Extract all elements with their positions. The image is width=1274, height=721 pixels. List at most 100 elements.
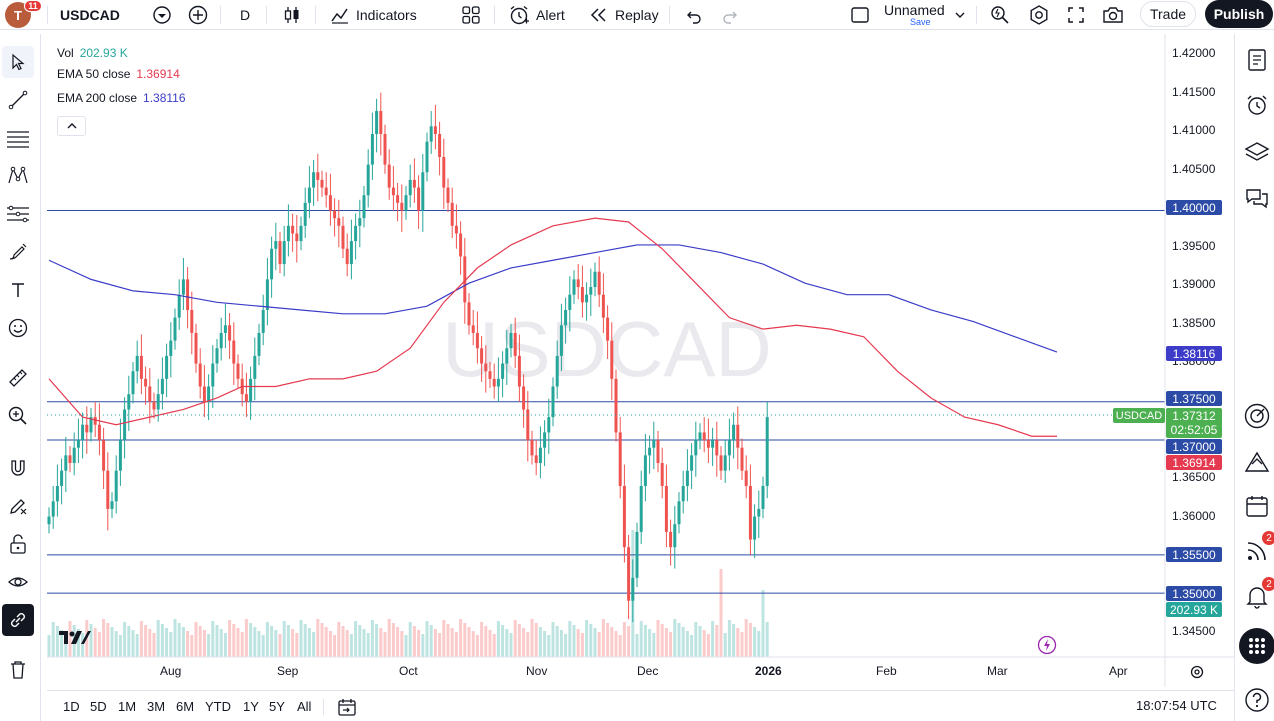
alert-button[interactable]: Alert (508, 0, 565, 30)
legend-ema50-row[interactable]: EMA 50 close 1.36914 (57, 62, 186, 86)
candle-body (72, 447, 76, 464)
apps-grid-icon[interactable] (1239, 628, 1274, 664)
replay-button[interactable]: Replay (589, 0, 659, 30)
eye-visibility-icon[interactable] (2, 566, 34, 598)
candle-body (412, 179, 416, 188)
candle-body (127, 394, 131, 410)
candle-body (736, 424, 740, 448)
calendar-icon[interactable] (1241, 490, 1273, 522)
price-chart[interactable]: USDCAD (47, 34, 1234, 687)
candle-body (559, 325, 563, 356)
interval-button[interactable]: D (240, 7, 251, 23)
volume-bar (341, 626, 345, 657)
fib-tool-icon[interactable] (2, 198, 34, 230)
volume-bar (316, 619, 320, 657)
ideas-stream-icon[interactable]: 2 (1241, 531, 1274, 567)
ema-50-line[interactable] (48, 217, 1057, 437)
fullscreen-icon[interactable] (1066, 0, 1086, 30)
link-icon[interactable] (2, 604, 34, 636)
level-label-137000[interactable]: 1.37000 (1166, 439, 1222, 454)
text-tool-icon[interactable] (2, 274, 34, 306)
candle-body (732, 424, 736, 441)
volume-bar (732, 624, 736, 657)
candle-body (173, 317, 177, 341)
time-settings-gear-icon[interactable] (1189, 664, 1205, 685)
symbol-search-button[interactable]: USDCAD (60, 7, 120, 23)
tradingview-logo-icon[interactable] (59, 629, 91, 650)
emoji-icon[interactable] (2, 312, 34, 344)
lock-icon[interactable] (2, 528, 34, 560)
volume-bar (463, 623, 467, 657)
layers-icon[interactable] (1241, 136, 1273, 168)
cursor-arrow-icon[interactable] (2, 46, 34, 78)
price-tick: 1.41000 (1172, 123, 1216, 137)
candle-body (627, 547, 631, 601)
magnet-icon[interactable] (2, 452, 34, 484)
level-label-135000[interactable]: 1.35000 (1166, 586, 1222, 601)
watchlist-icon[interactable] (1241, 44, 1273, 76)
range-1d-button[interactable]: 1D (63, 699, 80, 714)
volume-bar (51, 622, 55, 657)
add-symbol-icon[interactable] (187, 0, 209, 30)
pattern-tool-icon[interactable] (2, 160, 34, 192)
horizontal-levels[interactable] (47, 210, 1165, 594)
volume-bar (555, 626, 559, 657)
trash-icon[interactable] (2, 654, 34, 686)
zoom-in-icon[interactable] (2, 400, 34, 432)
range-all-button[interactable]: All (297, 699, 312, 714)
volume-bar (274, 630, 278, 657)
range-5d-button[interactable]: 5D (90, 699, 107, 714)
legend-collapse-button[interactable] (57, 116, 86, 136)
brush-icon[interactable] (2, 236, 34, 268)
help-question-icon[interactable] (1241, 684, 1273, 716)
range-6m-button[interactable]: 6M (176, 699, 195, 714)
range-ytd-button[interactable]: YTD (205, 699, 231, 714)
publish-button[interactable]: Publish (1205, 0, 1273, 28)
volume-bar (664, 628, 668, 657)
layout-checkbox-icon[interactable] (850, 0, 870, 30)
ruler-measure-icon[interactable] (2, 362, 34, 394)
utc-clock[interactable]: 18:07:54 UTC (1136, 698, 1217, 713)
level-label-140000[interactable]: 1.40000 (1166, 200, 1222, 215)
level-label-137500[interactable]: 1.37500 (1166, 391, 1222, 406)
indicators-button[interactable]: Indicators (330, 0, 417, 30)
layouts-grid-icon[interactable] (461, 0, 481, 30)
range-5y-button[interactable]: 5Y (269, 699, 285, 714)
chevron-down-icon[interactable] (954, 0, 966, 30)
quick-search-icon[interactable] (989, 0, 1011, 30)
candle-body (715, 440, 719, 456)
camera-snapshot-icon[interactable] (1102, 0, 1124, 30)
chat-icon[interactable] (1241, 183, 1273, 215)
stay-in-drawing-mode-icon[interactable] (2, 490, 34, 522)
redo-icon[interactable] (721, 0, 741, 30)
candle-body (723, 455, 727, 471)
ema-200-line[interactable] (48, 244, 1058, 353)
notifications-bell-icon[interactable]: 2 (1241, 577, 1274, 613)
pattern-triangle-icon[interactable] (1241, 446, 1273, 478)
legend-ema200-row[interactable]: EMA 200 close 1.38116 (57, 86, 186, 110)
level-label-135500[interactable]: 1.35500 (1166, 547, 1222, 562)
range-1m-button[interactable]: 1M (118, 699, 137, 714)
layout-name-button[interactable]: Unnamed Save (884, 0, 945, 30)
legend-volume-row[interactable]: Vol 202.93 K (57, 44, 186, 62)
candle-body (660, 463, 664, 486)
undo-icon[interactable] (683, 0, 703, 30)
volume-bar (446, 624, 450, 657)
goto-date-calendar-icon[interactable] (337, 691, 357, 721)
replay-label: Replay (615, 7, 659, 23)
trade-button[interactable]: Trade (1140, 1, 1196, 27)
compare-symbol-icon[interactable] (151, 0, 173, 30)
settings-gear-icon[interactable] (1028, 0, 1050, 30)
range-1y-button[interactable]: 1Y (243, 699, 259, 714)
horizontal-lines-icon[interactable] (2, 122, 34, 154)
alarm-clock-icon[interactable] (1241, 89, 1273, 121)
candlestick-chart-type-icon[interactable] (282, 0, 302, 30)
range-3m-button[interactable]: 3M (147, 699, 166, 714)
volume-bar (526, 632, 530, 657)
target-icon[interactable] (1241, 400, 1273, 432)
volume-bar (190, 635, 194, 657)
volume-bar (748, 623, 752, 657)
lightning-event-icon[interactable] (1037, 635, 1057, 660)
candle-body (488, 371, 492, 379)
trend-line-icon[interactable] (2, 84, 34, 116)
